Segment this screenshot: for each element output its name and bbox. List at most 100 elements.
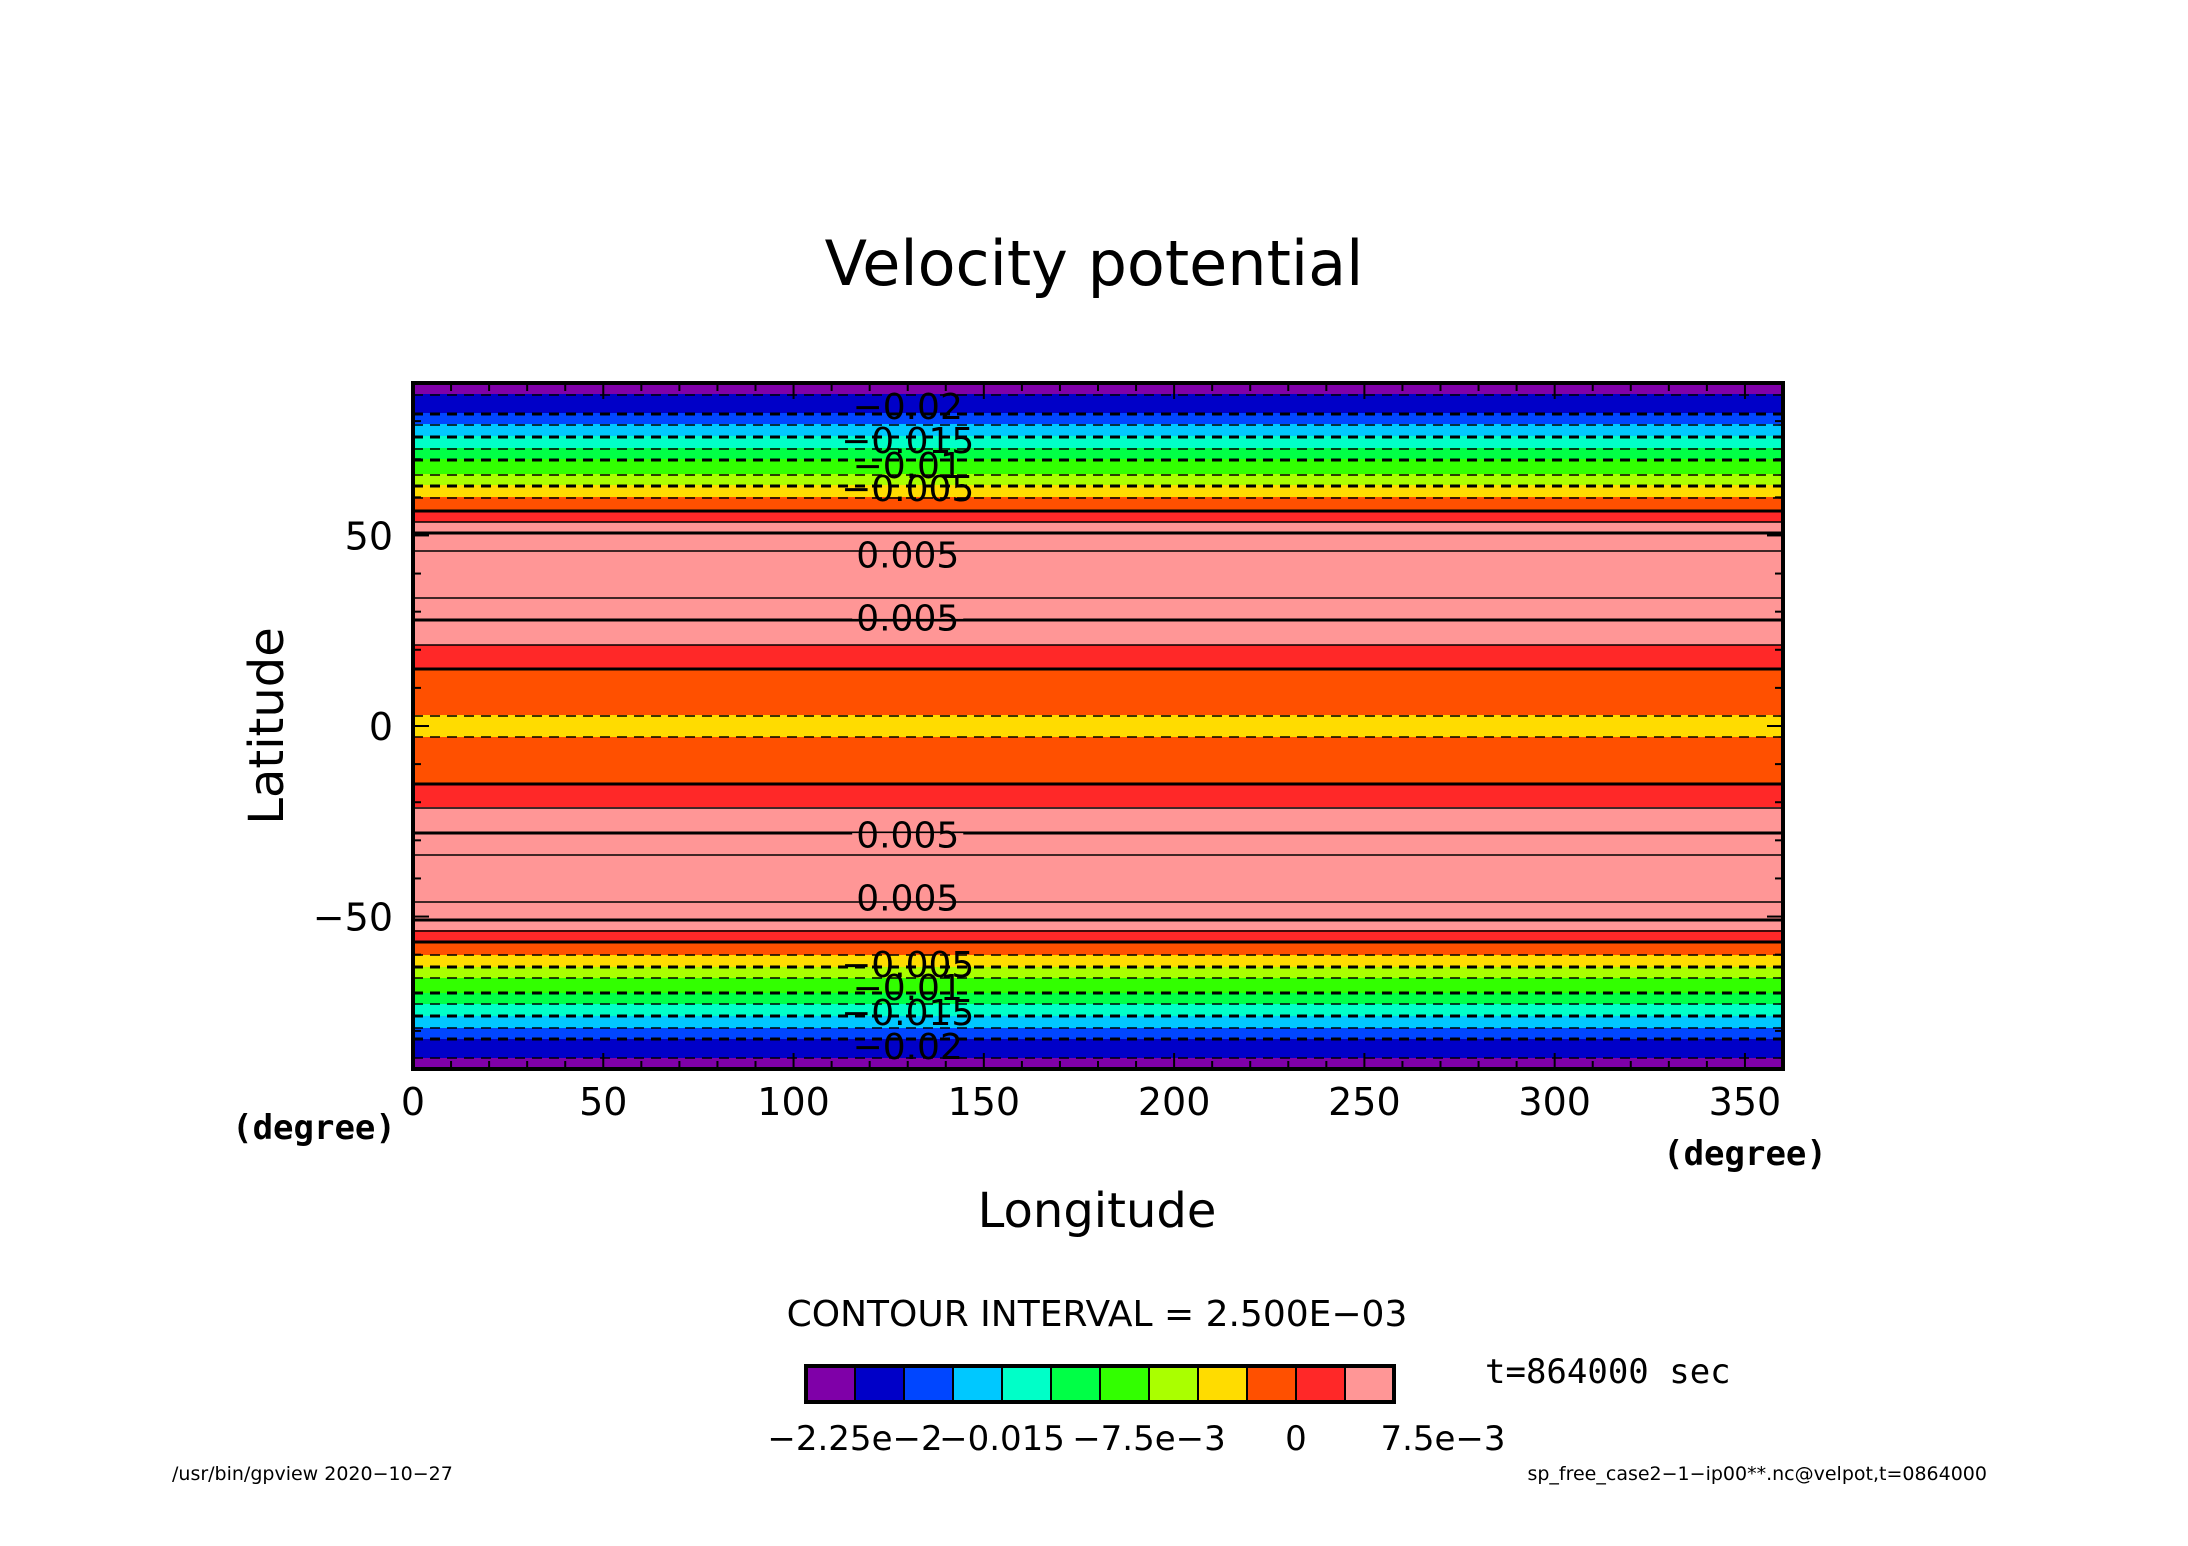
contour-band-row [413, 771, 1783, 773]
contour-band-row [413, 635, 1783, 637]
contour-band-row [413, 674, 1783, 676]
contour-labels: −0.02−0.015−0.01−0.0050.0050.0050.0050.0… [841, 387, 974, 1068]
contour-band-row [413, 904, 1783, 906]
colorbar-swatch [1050, 1365, 1101, 1403]
contour-band-row [413, 779, 1783, 781]
colorbar-frame [804, 1364, 1396, 1404]
contour-band-row [413, 851, 1783, 853]
contour-band-row [413, 801, 1783, 803]
contour-band-row [413, 745, 1783, 747]
contour-band-row [413, 556, 1783, 558]
contour-band-row [413, 875, 1783, 877]
contour-band-row [413, 929, 1783, 931]
contour-band-row [413, 1060, 1783, 1062]
contour-band-row [413, 693, 1783, 695]
contour-band-row [413, 479, 1783, 481]
contour-band-row [413, 1011, 1783, 1013]
contour-band-row [413, 599, 1783, 601]
contour-band-row [413, 830, 1783, 832]
contour-band-row [413, 971, 1783, 973]
contour-band-row [413, 399, 1783, 401]
contour-band-row [413, 593, 1783, 595]
contour-band-row [413, 1034, 1783, 1036]
contour-band-row [413, 503, 1783, 505]
contour-band-row [413, 1006, 1783, 1008]
contour-band-row [413, 480, 1783, 482]
contour-band-row [413, 925, 1783, 927]
contour-band-row [413, 647, 1783, 649]
contour-band-row [413, 1042, 1783, 1044]
contour-band-row [413, 823, 1783, 825]
y-tick-label: 0 [369, 705, 393, 749]
contour-band-row [413, 724, 1783, 726]
contour-band-row [413, 1040, 1783, 1042]
contour-band-row [413, 935, 1783, 937]
contour-band-row [413, 913, 1783, 915]
contour-band-row [413, 602, 1783, 604]
contour-band-row [413, 922, 1783, 924]
contour-band-row [413, 603, 1783, 605]
contour-band-row [413, 799, 1783, 801]
contour-band-row [413, 897, 1783, 899]
contour-label: 0.005 [856, 536, 959, 577]
contour-band-row [413, 675, 1783, 677]
contour-band-row [413, 837, 1783, 839]
contour-band-row [413, 1025, 1783, 1027]
contour-band-row [413, 860, 1783, 862]
contour-band-row [413, 804, 1783, 806]
contour-band-row [413, 948, 1783, 950]
contour-label: −0.01 [853, 968, 963, 1009]
contour-band-row [413, 1054, 1783, 1056]
contour-band-row [413, 827, 1783, 829]
contour-label: −0.015 [841, 421, 974, 462]
contour-band-row [413, 960, 1783, 962]
contour-band-row [413, 891, 1783, 893]
contour-band-row [413, 936, 1783, 938]
contour-band-row [413, 905, 1783, 907]
contour-band-row [413, 896, 1783, 898]
contour-band-row [413, 787, 1783, 789]
contour-band-row [413, 1059, 1783, 1061]
colorbar-swatch [1344, 1365, 1395, 1403]
contour-band-row [413, 565, 1783, 567]
contour-band-row [413, 764, 1783, 766]
contour-band-row [413, 729, 1783, 731]
contour-band-row [413, 946, 1783, 948]
contour-band-row [413, 997, 1783, 999]
contour-band-row [413, 957, 1783, 959]
contour-band-row [413, 682, 1783, 684]
contour-band-row [413, 969, 1783, 971]
contour-band-row [413, 824, 1783, 826]
contour-band-row [413, 970, 1783, 972]
contour-band-row [413, 793, 1783, 795]
contour-band-row [413, 877, 1783, 879]
contour-band-row [413, 815, 1783, 817]
contour-band-row [413, 687, 1783, 689]
contour-band-row [413, 884, 1783, 886]
x-unit-right: (degree) [1663, 1134, 1827, 1174]
contour-band-row [413, 798, 1783, 800]
x-tick-label: 100 [757, 1080, 830, 1124]
contour-band-row [413, 865, 1783, 867]
contour-band-row [413, 529, 1783, 531]
contour-band-row [413, 1009, 1783, 1011]
contour-band-row [413, 685, 1783, 687]
contour-band-row [413, 795, 1783, 797]
footer-left: /usr/bin/gpview 2020−10−27 [172, 1463, 453, 1485]
contour-band-row [413, 773, 1783, 775]
contour-band-row [413, 454, 1783, 456]
contour-band-row [413, 709, 1783, 711]
contour-band-row [413, 968, 1783, 970]
contour-band-row [413, 410, 1783, 412]
contour-band-row [413, 1033, 1783, 1035]
contour-band-row [413, 452, 1783, 454]
contour-band-row [413, 429, 1783, 431]
contour-band-row [413, 785, 1783, 787]
contour-band-row [413, 462, 1783, 464]
contour-band-row [413, 638, 1783, 640]
contour-band-row [413, 863, 1783, 865]
contour-band-row [413, 882, 1783, 884]
contour-band-row [413, 408, 1783, 410]
contour-label: 0.005 [856, 598, 959, 639]
contour-band-row [413, 961, 1783, 963]
